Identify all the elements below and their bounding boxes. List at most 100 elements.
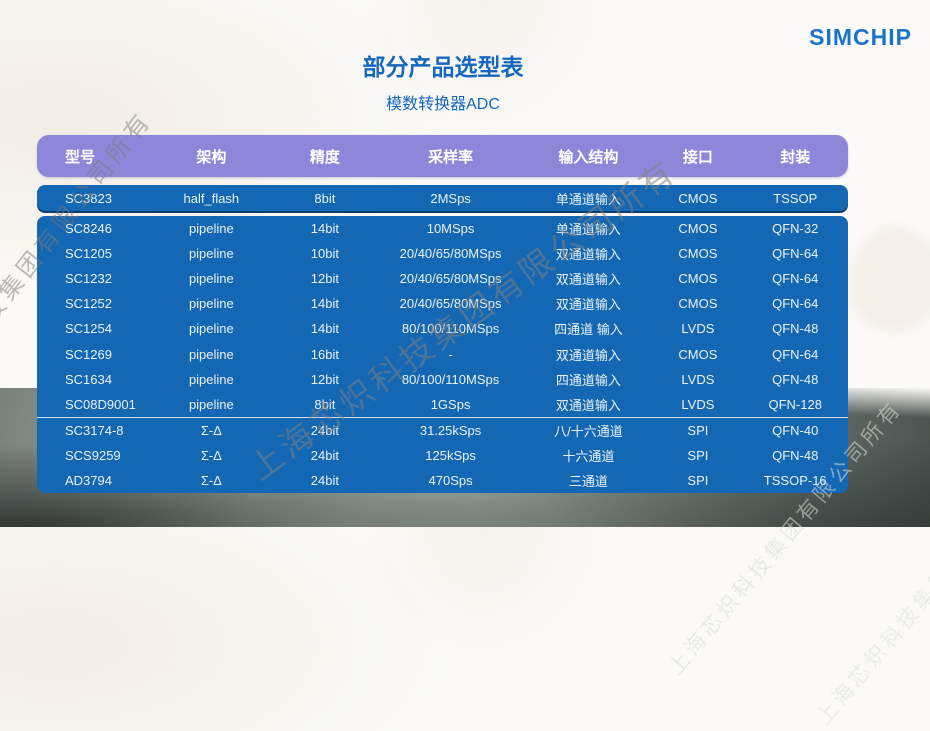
table-cell: SPI <box>687 472 709 488</box>
table-cell: 12bit <box>310 371 339 387</box>
column-header: 输入结构 <box>558 148 619 166</box>
column-header: 型号 <box>65 148 96 166</box>
group-divider <box>37 416 848 418</box>
table-cell: SC8246 <box>65 221 112 237</box>
table-cell: QFN-64 <box>772 271 819 287</box>
table-cell: pipeline <box>188 246 234 262</box>
table-cell: 24bit <box>310 422 339 438</box>
table-cell: SC1252 <box>65 296 112 312</box>
table-row: SC1205 pipeline 10bit 20/40/65/80MSps 双通道输入 C… <box>37 241 848 266</box>
table-cell: 24bit <box>310 472 339 488</box>
table-cell: 双通道输入 <box>555 297 621 313</box>
table-row: SC1232 pipeline 12bit 20/40/65/80MSps 双通道输入 C… <box>37 266 848 291</box>
table-cell: SC1634 <box>65 371 112 387</box>
table-cell: 八/十六通道 <box>554 423 623 439</box>
table-cell: QFN-64 <box>772 346 819 362</box>
table-cell: CMOS <box>678 271 718 287</box>
table-cell: 80/100/110MSps <box>401 321 500 337</box>
table-cell: SPI <box>687 447 709 463</box>
table-header-row: 型号 架构 精度 采样率 输入结构 接口 封装 <box>37 135 848 177</box>
table-cell: pipeline <box>188 371 234 387</box>
table-cell: CMOS <box>678 346 718 362</box>
table-cell: 10bit <box>310 246 339 262</box>
table-cell: - <box>448 346 453 362</box>
table-cell: QFN-48 <box>772 447 819 463</box>
table-cell: 24bit <box>310 447 339 463</box>
table-cell: pipeline <box>188 346 234 362</box>
table-cell: LVDS <box>681 321 715 337</box>
table-cell: 1GSps <box>430 396 471 412</box>
table-cell: Σ-Δ <box>200 472 222 488</box>
table-cell: LVDS <box>681 371 715 387</box>
table-cell: 双通道输入 <box>555 272 621 288</box>
table-cell: QFN-64 <box>772 296 819 312</box>
table-cell: 20/40/65/80MSps <box>399 271 502 287</box>
table-cell: SC3823 <box>65 190 112 206</box>
table-cell: 16bit <box>310 346 339 362</box>
table-cell: 31.25kSps <box>419 422 482 438</box>
table-cell: 80/100/110MSps <box>401 371 500 387</box>
table-cell: pipeline <box>188 296 234 312</box>
table-cell: pipeline <box>188 221 234 237</box>
table-cell: 470Sps <box>428 472 473 488</box>
table-group-card-main: SC8246 pipeline 14bit 10MSps 单通道输入 CMOS QFN-32… <box>37 216 848 494</box>
product-table: 型号 架构 精度 采样率 输入结构 接口 封装 SC3823 half_flash 8bit 2M… <box>37 135 848 494</box>
table-cell: QFN-32 <box>772 221 819 237</box>
table-cell: 12bit <box>310 271 339 287</box>
table-cell: 三通道 <box>568 473 608 489</box>
table-cell: Σ-Δ <box>200 447 222 463</box>
column-header: 精度 <box>309 148 340 166</box>
table-cell: CMOS <box>678 296 718 312</box>
table-row: SC3823 half_flash 8bit 2MSps 单通道输入 CMOS TSSOP <box>37 185 848 211</box>
table-row: SC1254 pipeline 14bit 80/100/110MSps 四通道 输入 L… <box>37 316 848 341</box>
table-cell: TSSOP <box>773 190 818 206</box>
page-subtitle: 模数转换器ADC <box>386 96 500 113</box>
table-cell: 2MSps <box>430 190 471 206</box>
table-cell: 20/40/65/80MSps <box>399 296 502 312</box>
table-cell: TSSOP-16 <box>763 472 827 488</box>
table-cell: SC3174-8 <box>65 422 124 438</box>
table-cell: pipeline <box>188 271 234 287</box>
table-row: AD3794 Σ-Δ 24bit 470Sps 三通道 SPI TSSOP-16 <box>37 468 848 493</box>
table-group-card-halfflash: SC3823 half_flash 8bit 2MSps 单通道输入 CMOS TSSOP <box>37 185 848 211</box>
table-cell: QFN-128 <box>768 396 822 412</box>
column-header: 封装 <box>780 148 811 166</box>
table-cell: SC1232 <box>65 271 112 287</box>
table-cell: pipeline <box>188 396 234 412</box>
table-cell: 10MSps <box>426 221 475 237</box>
table-row: SC08D9001 pipeline 8bit 1GSps 双通道输入 LVDS QFN-1… <box>37 392 848 417</box>
table-row: SC1634 pipeline 12bit 80/100/110MSps 四通道输入 LV… <box>37 367 848 392</box>
table-cell: 14bit <box>310 321 339 337</box>
column-header: 采样率 <box>428 148 474 166</box>
table-cell: 四通道输入 <box>555 372 621 388</box>
table-cell: QFN-64 <box>772 246 819 262</box>
page-title: 部分产品选型表 <box>362 54 524 80</box>
table-cell: SC1254 <box>65 321 112 337</box>
column-header: 架构 <box>196 148 227 166</box>
table-cell: half_flash <box>183 190 240 206</box>
table-cell: 125kSps <box>425 447 476 463</box>
table-cell: 双通道输入 <box>555 347 621 363</box>
simchip-logo: SIMCHIP <box>809 24 912 50</box>
table-cell: Σ-Δ <box>200 422 222 438</box>
table-cell: AD3794 <box>65 472 112 488</box>
paper-photo-blob <box>836 216 930 344</box>
table-cell: SC1205 <box>65 246 112 262</box>
table-row: SC1252 pipeline 14bit 20/40/65/80MSps 双通道输入 C… <box>37 291 848 316</box>
table-cell: 四通道 输入 <box>554 322 623 338</box>
column-header: 接口 <box>682 148 713 166</box>
table-cell: QFN-40 <box>772 422 819 438</box>
table-cell: QFN-48 <box>772 321 819 337</box>
table-cell: 8bit <box>314 190 336 206</box>
table-cell: SPI <box>687 422 709 438</box>
table-cell: SC08D9001 <box>65 396 136 412</box>
table-cell: SCS9259 <box>65 447 121 463</box>
table-cell: SC1269 <box>65 346 112 362</box>
table-cell: 14bit <box>310 296 339 312</box>
table-cell: QFN-48 <box>772 371 819 387</box>
table-cell: CMOS <box>678 221 718 237</box>
table-cell: 双通道输入 <box>555 397 621 413</box>
table-cell: 双通道输入 <box>555 247 621 263</box>
table-cell: 单通道输入 <box>555 191 621 207</box>
